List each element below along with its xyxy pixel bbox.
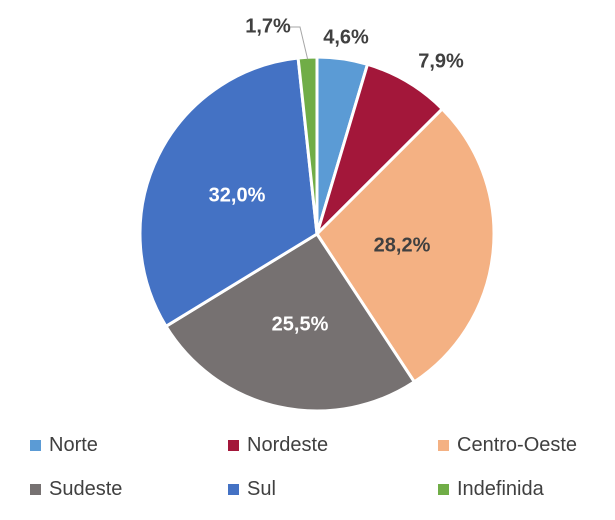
legend-swatch — [228, 483, 239, 495]
pie-slice-sul — [138, 56, 319, 328]
legend-swatch — [438, 483, 449, 495]
legend-label: Centro-Oeste — [457, 433, 578, 456]
legend-item-nordeste: Nordeste — [228, 430, 328, 460]
pie-slice-sudeste — [164, 232, 416, 413]
legend-label: Sul — [247, 477, 276, 500]
legend-swatch — [30, 483, 41, 495]
data-label-nordeste: 7,9% — [418, 50, 464, 72]
data-label-sul: 32,0% — [209, 184, 266, 206]
pie-slice-centro-oeste — [315, 107, 496, 384]
data-label-centro-oeste: 28,2% — [374, 234, 431, 256]
pie-chart: 4,6% 7,9% 28,2% 25,5% 32,0% 1,7% — [138, 15, 496, 413]
legend-label: Nordeste — [247, 433, 329, 456]
legend-label: Indefinida — [457, 477, 544, 500]
legend-item-centro-oeste: Centro-Oeste — [438, 430, 577, 460]
data-label-norte: 4,6% — [323, 26, 369, 48]
legend-item-indefinida: Indefinida — [438, 474, 544, 504]
legend: Norte Nordeste Centro-Oeste Sudeste Sul Indef… — [30, 428, 615, 520]
legend-label: Norte — [49, 433, 98, 456]
legend-swatch — [30, 439, 41, 451]
legend-item-norte: Norte — [30, 430, 98, 460]
legend-label: Sudeste — [49, 477, 123, 500]
data-label-sudeste: 25,5% — [272, 313, 329, 335]
data-label-indefinida: 1,7% — [245, 15, 291, 37]
legend-item-sudeste: Sudeste — [30, 474, 122, 504]
legend-swatch — [228, 439, 239, 451]
legend-item-sul: Sul — [228, 474, 276, 504]
leader-line-indefinida — [290, 26, 309, 60]
legend-swatch — [438, 439, 449, 451]
